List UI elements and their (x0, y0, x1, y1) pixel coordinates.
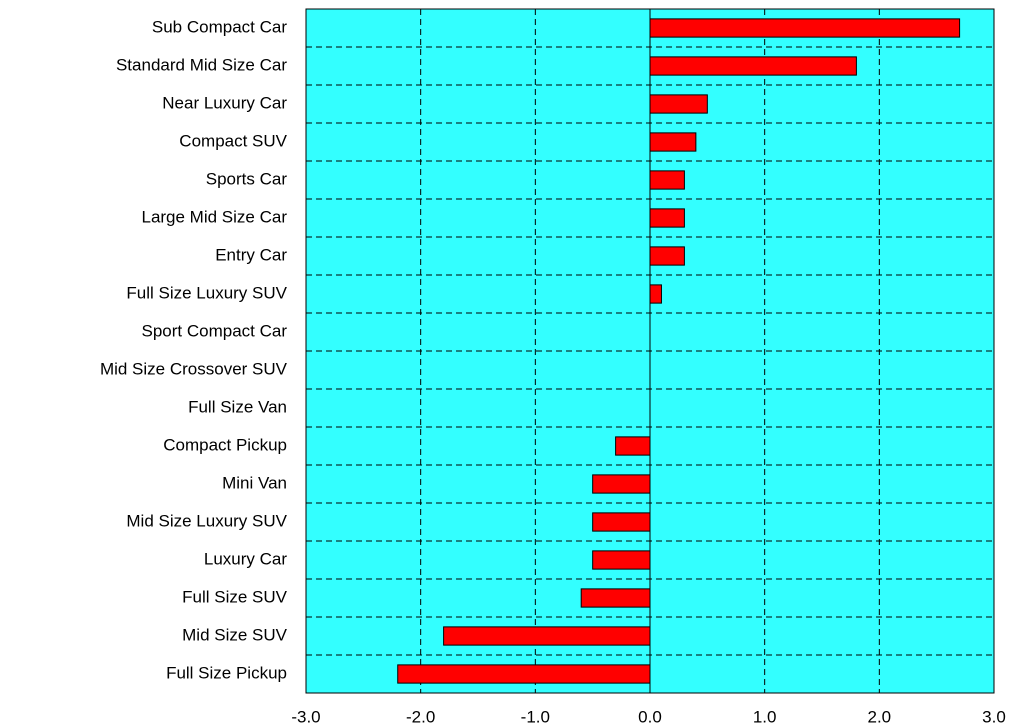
y-tick-label: Mini Van (222, 473, 287, 492)
bar (592, 474, 651, 494)
y-tick-label: Luxury Car (204, 549, 287, 568)
bar (615, 436, 651, 456)
bar (649, 208, 685, 228)
bar (649, 132, 697, 152)
y-tick-label: Large Mid Size Car (141, 207, 287, 226)
y-tick-label: Full Size Luxury SUV (126, 283, 287, 302)
bar (649, 94, 708, 114)
x-tick-label: -3.0 (291, 707, 320, 726)
bar (649, 170, 685, 190)
bar (649, 56, 857, 76)
y-tick-label: Sports Car (206, 169, 288, 188)
y-tick-label: Standard Mid Size Car (116, 55, 287, 74)
y-tick-label: Full Size Van (188, 397, 287, 416)
y-tick-label: Full Size SUV (182, 587, 288, 606)
y-tick-label: Mid Size Luxury SUV (126, 511, 287, 530)
bar (443, 626, 651, 646)
bar (649, 284, 662, 304)
y-tick-label: Compact SUV (179, 131, 287, 150)
x-tick-label: 3.0 (982, 707, 1006, 726)
bar (580, 588, 651, 608)
bar (592, 512, 651, 532)
y-tick-label: Sub Compact Car (152, 17, 287, 36)
x-tick-label: -2.0 (406, 707, 435, 726)
x-tick-label: 1.0 (753, 707, 777, 726)
bar (397, 664, 651, 684)
y-tick-label: Sport Compact Car (142, 321, 288, 340)
bar (649, 18, 961, 38)
y-tick-label: Entry Car (215, 245, 287, 264)
x-tick-label: -1.0 (521, 707, 550, 726)
y-tick-label: Mid Size Crossover SUV (100, 359, 288, 378)
y-tick-label: Mid Size SUV (182, 625, 288, 644)
y-tick-label: Full Size Pickup (166, 663, 287, 682)
bar (649, 246, 685, 266)
x-tick-label: 2.0 (868, 707, 892, 726)
y-tick-label: Compact Pickup (163, 435, 287, 454)
plot-border (305, 8, 995, 694)
bar (592, 550, 651, 570)
x-tick-label: 0.0 (638, 707, 662, 726)
y-tick-label: Near Luxury Car (162, 93, 287, 112)
